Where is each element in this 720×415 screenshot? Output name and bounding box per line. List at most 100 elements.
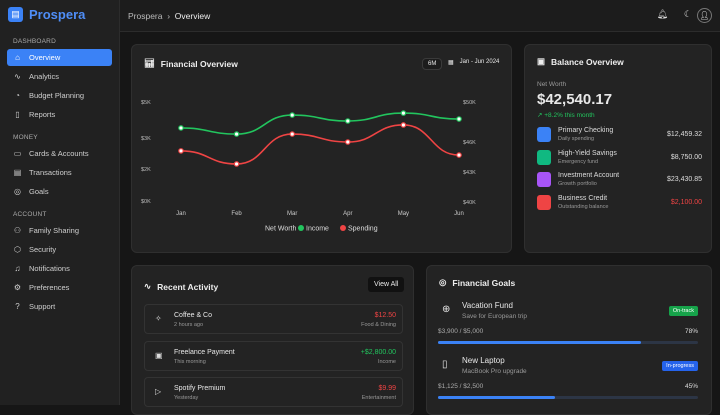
goal-item[interactable]: ⊕ Vacation Fund Save for European trip On-t… bbox=[438, 301, 698, 346]
sidebar-item-notifications[interactable]: ♫ Notifications bbox=[7, 260, 112, 277]
home-icon: ⌂ bbox=[15, 53, 20, 62]
goal-progress-fill bbox=[438, 341, 641, 344]
sidebar-item-label: Analytics bbox=[29, 72, 60, 81]
target-icon: ◎ bbox=[439, 277, 447, 287]
sidebar-item-goals[interactable]: ◎ Goals bbox=[7, 183, 112, 200]
goal-progress-text: $1,125 / $2,500 bbox=[438, 383, 484, 390]
goal-progress-text: $3,900 / $5,000 bbox=[438, 328, 484, 335]
account-color-icon bbox=[537, 172, 551, 187]
spending-point bbox=[178, 148, 184, 154]
spending-point bbox=[456, 152, 462, 158]
account-value: $23,430.85 bbox=[666, 176, 702, 183]
legend-marker bbox=[340, 225, 346, 231]
account-row[interactable]: Investment Account Growth portfolio $23,43… bbox=[537, 172, 702, 188]
phone-icon: ▯ bbox=[442, 359, 448, 370]
right-tick-label: $43K bbox=[463, 170, 476, 176]
sidebar-item-label: Reports bbox=[29, 110, 56, 119]
spending-point bbox=[233, 161, 240, 167]
left-tick-label: $5K bbox=[141, 100, 151, 106]
breadcrumb-root[interactable]: Prospera bbox=[128, 11, 163, 21]
sidebar-item-support[interactable]: ? Support bbox=[7, 298, 112, 315]
shield-icon: ⬡ bbox=[14, 245, 21, 254]
x-tick-label: Feb bbox=[231, 211, 242, 217]
date-range-picker[interactable]: ▦ Jan - Jun 2024 bbox=[448, 59, 499, 66]
sidebar-item-label: Goals bbox=[29, 187, 49, 196]
sidebar-item-analytics[interactable]: ∿ Analytics bbox=[7, 68, 112, 85]
help-icon: ? bbox=[15, 302, 20, 311]
activity-item[interactable]: ✧ Coffee & Co 2 hours ago $12.50 Food & Dini… bbox=[144, 304, 403, 334]
moon-icon[interactable]: ☾ bbox=[683, 9, 692, 19]
net-worth-value: $42,540.17 bbox=[537, 91, 613, 108]
activity-item[interactable]: ▣ Freelance Payment This morning +$2,800.00… bbox=[144, 340, 403, 371]
goal-progress-bar bbox=[438, 396, 698, 399]
financial-goals-card: ◎ Financial Goals ⊕ Vacation Fund Save for … bbox=[426, 265, 712, 415]
goal-item[interactable]: ▯ New Laptop MacBook Pro upgrade In-progres… bbox=[438, 356, 698, 401]
activity-name: Spotify Premium bbox=[174, 385, 226, 392]
account-desc: Outstanding balance bbox=[558, 203, 609, 210]
view-all-button[interactable]: View All bbox=[368, 277, 405, 292]
gear-icon: ⚙ bbox=[13, 283, 22, 292]
activity-time: This morning bbox=[174, 358, 206, 365]
logo[interactable]: ▤ Prospera bbox=[8, 7, 85, 22]
activity-item[interactable]: ▷ Spotify Premium Yesterday $9.99 Entertainm… bbox=[144, 377, 403, 407]
goal-name: Vacation Fund bbox=[462, 301, 513, 310]
x-tick-label: Jan bbox=[176, 211, 186, 217]
range-6m-button[interactable]: 6M bbox=[422, 58, 443, 70]
balance-overview-card: ▣ Balance Overview Net Worth $42,540.17 ↗… bbox=[524, 44, 712, 253]
activity-icon: ∿ bbox=[14, 72, 21, 81]
right-tick-label: $40K bbox=[463, 200, 476, 206]
card-title: Balance Overview bbox=[551, 56, 624, 67]
account-row[interactable]: High-Yield Savings Emergency fund $8,750.0… bbox=[537, 149, 702, 166]
sidebar-item-label: Security bbox=[29, 245, 57, 254]
income-line bbox=[180, 112, 460, 135]
sidebar-section-title: ACCOUNT bbox=[13, 211, 47, 218]
date-range: Jan - Jun 2024 bbox=[459, 59, 500, 65]
goal-status-badge: In-progress bbox=[662, 361, 698, 371]
sidebar-item-security[interactable]: ⬡ Security bbox=[7, 241, 112, 258]
sidebar-section-title: MONEY bbox=[13, 134, 38, 141]
bell-icon: ♫ bbox=[14, 264, 21, 273]
card-title: Recent Activity bbox=[157, 281, 219, 292]
account-name: High-Yield Savings bbox=[558, 149, 617, 157]
account-name: Investment Account bbox=[558, 172, 620, 179]
sidebar-item-family-sharing[interactable]: ⚇ Family Sharing bbox=[7, 222, 112, 239]
sidebar-item-reports[interactable]: ▯ Reports bbox=[7, 106, 112, 123]
activity-category: Food & Dining bbox=[361, 322, 396, 328]
header: Prospera › Overview 🔔︎ ☾ 👤︎ bbox=[120, 0, 720, 32]
sidebar-item-preferences[interactable]: ⚙ Preferences bbox=[7, 279, 112, 296]
sidebar-item-budget-planning[interactable]: ◔ Budget Planning bbox=[7, 87, 112, 104]
account-color-icon bbox=[537, 194, 551, 210]
x-tick-label: Jun bbox=[454, 211, 464, 217]
account-name: Business Credit bbox=[558, 194, 608, 202]
logo-icon: ▤ bbox=[8, 7, 23, 22]
account-value: $2,100.00 bbox=[670, 198, 702, 206]
income-point bbox=[178, 125, 184, 131]
account-row[interactable]: Business Credit Outstanding balance $2,100… bbox=[537, 194, 702, 211]
account-value: $8,750.00 bbox=[670, 153, 702, 161]
bell-icon[interactable]: 🔔︎ bbox=[656, 9, 668, 19]
activity-amount: $9.99 bbox=[378, 385, 396, 392]
legend-item: Income bbox=[306, 226, 329, 233]
account-name: Primary Checking bbox=[558, 127, 614, 134]
account-desc: Growth portfolio bbox=[558, 181, 597, 187]
activity-icon: ∿ bbox=[144, 281, 152, 291]
calendar-icon: ▦ bbox=[448, 60, 454, 66]
spending-line bbox=[180, 124, 460, 165]
sidebar-item-overview[interactable]: ⌂ Overview bbox=[7, 49, 112, 66]
financial-overview-card: 📊︎ Financial Overview 6M ▦ Jan - Jun 2024 … bbox=[131, 44, 512, 253]
sidebar-item-label: Notifications bbox=[29, 264, 70, 273]
account-row[interactable]: Primary Checking Daily spending $12,459.32 bbox=[537, 127, 702, 143]
sidebar-item-cards-accounts[interactable]: ▭ Cards & Accounts bbox=[7, 145, 112, 162]
card-title: Financial Overview bbox=[160, 58, 238, 69]
avatar[interactable]: 👤︎ bbox=[697, 8, 712, 23]
sidebar-item-transactions[interactable]: ▤ Transactions bbox=[7, 164, 112, 181]
wallet-icon: ▣ bbox=[537, 56, 546, 66]
spending-point bbox=[400, 122, 407, 128]
account-desc: Daily spending bbox=[558, 136, 595, 142]
sidebar-section-title: DASHBOARD bbox=[13, 38, 56, 45]
account-desc: Emergency fund bbox=[558, 158, 599, 165]
legend-item: Net Worth bbox=[265, 226, 296, 233]
net-worth-label: Net Worth bbox=[537, 81, 567, 88]
goal-name: New Laptop bbox=[462, 356, 505, 365]
breadcrumb-current: Overview bbox=[174, 11, 211, 21]
